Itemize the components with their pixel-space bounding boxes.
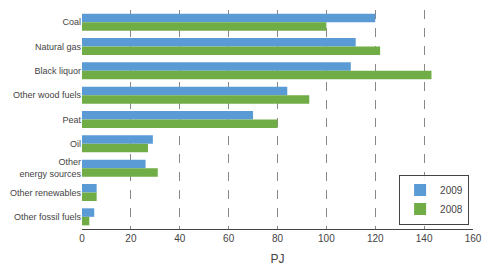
svg-text:100: 100 xyxy=(318,233,335,244)
svg-text:Other renewables: Other renewables xyxy=(10,188,82,198)
svg-text:Coal: Coal xyxy=(62,17,81,27)
svg-text:20: 20 xyxy=(125,233,137,244)
svg-text:Other fossil fuels: Other fossil fuels xyxy=(14,212,82,222)
svg-text:2009: 2009 xyxy=(440,185,463,196)
svg-text:60: 60 xyxy=(223,233,235,244)
svg-text:Otherenergy sources: Otherenergy sources xyxy=(19,157,81,179)
svg-text:140: 140 xyxy=(416,233,433,244)
svg-text:Oil: Oil xyxy=(70,139,81,149)
svg-text:40: 40 xyxy=(174,233,186,244)
svg-text:Natural gas: Natural gas xyxy=(35,42,82,52)
svg-text:80: 80 xyxy=(272,233,284,244)
svg-text:Other wood fuels: Other wood fuels xyxy=(13,90,82,100)
svg-text:Black liquor: Black liquor xyxy=(34,66,81,76)
svg-text:Peat: Peat xyxy=(62,115,81,125)
svg-text:0: 0 xyxy=(79,233,85,244)
svg-text:160: 160 xyxy=(465,233,482,244)
svg-text:2008: 2008 xyxy=(440,204,463,215)
svg-text:120: 120 xyxy=(367,233,384,244)
svg-text:PJ: PJ xyxy=(270,252,284,266)
